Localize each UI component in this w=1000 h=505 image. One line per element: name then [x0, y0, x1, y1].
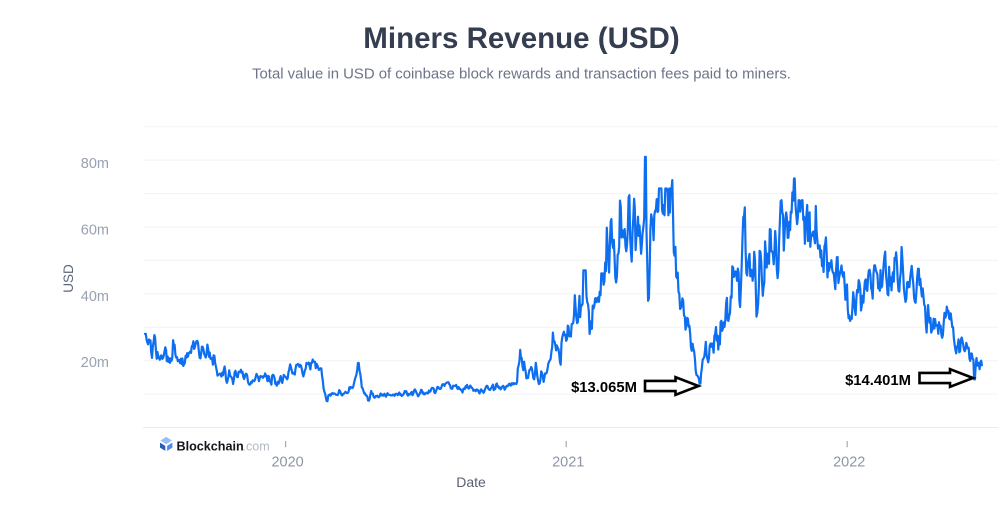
svg-text:$13.065M: $13.065M	[571, 380, 637, 396]
svg-text:.com: .com	[243, 440, 270, 454]
svg-text:USD: USD	[61, 264, 76, 293]
svg-text:80m: 80m	[81, 156, 109, 172]
svg-text:$14.401M: $14.401M	[845, 373, 911, 389]
svg-text:Total value in USD of coinbase: Total value in USD of coinbase block rew…	[252, 67, 791, 83]
svg-text:60m: 60m	[81, 222, 109, 238]
svg-text:20m: 20m	[81, 355, 109, 371]
svg-text:40m: 40m	[81, 289, 109, 305]
svg-text:Miners Revenue (USD): Miners Revenue (USD)	[363, 22, 679, 55]
svg-text:2021: 2021	[552, 455, 584, 471]
svg-text:2022: 2022	[833, 455, 865, 471]
svg-text:Date: Date	[456, 474, 486, 490]
svg-text:2020: 2020	[271, 455, 303, 471]
svg-text:Blockchain: Blockchain	[177, 440, 244, 454]
